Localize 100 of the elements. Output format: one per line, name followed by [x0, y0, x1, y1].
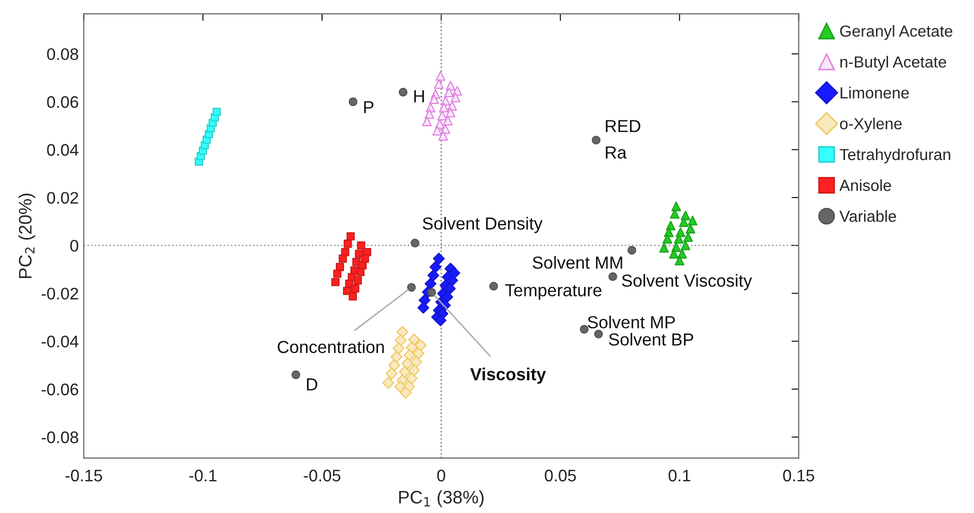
annotation: Solvent Density	[422, 216, 543, 234]
y-tick-label: -0.08	[42, 431, 78, 444]
point	[438, 130, 448, 141]
point	[683, 232, 693, 242]
annotation: RED	[606, 120, 640, 132]
annotation: D	[307, 378, 318, 390]
point	[580, 324, 589, 334]
point	[436, 71, 446, 81]
x-tick-label: -0.15	[66, 470, 102, 482]
point	[382, 376, 394, 389]
point	[678, 217, 689, 228]
annotation: Solvent BP	[609, 332, 694, 346]
point	[450, 92, 460, 102]
point	[427, 269, 440, 282]
point	[446, 108, 456, 118]
y-tick-label: 0.04	[47, 144, 78, 156]
y-axis-title: PC$_{2}$ (20%)	[18, 194, 36, 278]
legend-label: Geranyl Acetate	[840, 25, 952, 40]
point	[401, 358, 414, 370]
point	[331, 278, 340, 286]
annotation: H	[414, 90, 424, 102]
point	[348, 97, 358, 106]
point	[408, 364, 420, 376]
y-tick-label: -0.02	[42, 288, 78, 300]
point	[407, 282, 416, 292]
point	[398, 88, 408, 97]
point	[346, 232, 355, 240]
point	[443, 116, 453, 126]
annotation: Solvent Viscosity	[622, 274, 752, 290]
point	[671, 202, 682, 212]
point	[412, 348, 424, 360]
point	[444, 88, 454, 98]
point	[441, 290, 454, 303]
x-tick-label: -0.1	[189, 470, 216, 482]
point	[594, 330, 603, 338]
point	[432, 126, 442, 136]
point	[408, 334, 420, 346]
y-tick-label: 0.02	[47, 192, 78, 204]
point	[212, 108, 221, 116]
point	[333, 270, 342, 278]
point	[430, 261, 442, 273]
legend-label: Limonene	[840, 86, 909, 98]
point	[432, 252, 445, 265]
point	[406, 372, 418, 384]
point	[338, 254, 347, 263]
annotation: Ra	[606, 146, 627, 159]
point	[386, 368, 398, 380]
point	[417, 302, 430, 314]
point	[291, 370, 300, 380]
point	[427, 288, 436, 297]
y-tick-label: 0.08	[47, 48, 78, 60]
x-tick-label: 0.15	[783, 470, 814, 482]
point	[344, 240, 352, 248]
y-tick-label: 0.06	[47, 96, 78, 108]
point	[662, 234, 672, 244]
annotation: P	[364, 101, 374, 114]
point	[410, 356, 422, 368]
point	[390, 350, 402, 363]
point	[592, 136, 600, 144]
point	[422, 116, 432, 126]
legend-label: Anisole	[839, 179, 892, 192]
point	[398, 366, 411, 378]
point	[400, 386, 412, 399]
point	[392, 342, 404, 354]
point	[434, 79, 444, 89]
x-tick-label: 0	[437, 470, 446, 482]
x-tick-label: 0.05	[544, 470, 576, 482]
point	[686, 224, 696, 234]
x-tick-label: -0.05	[304, 470, 340, 482]
point	[659, 243, 669, 253]
point	[608, 272, 618, 281]
point	[351, 284, 360, 293]
y-tick-label: -0.06	[42, 384, 78, 396]
point	[429, 94, 439, 104]
annotation: Concentration	[278, 340, 384, 354]
point	[674, 234, 684, 244]
annotation: Solvent MM	[532, 256, 622, 269]
y-tick-label: -0.04	[42, 336, 78, 348]
x-tick-label: 0.1	[668, 470, 690, 482]
point	[348, 292, 357, 301]
point	[424, 109, 434, 119]
point	[394, 334, 407, 346]
point	[354, 250, 364, 258]
legend-label: o-Xylene	[840, 118, 902, 133]
point	[688, 216, 698, 226]
point	[444, 282, 456, 294]
x-axis-title: PC$_{1}$ (38%)	[399, 490, 484, 508]
point	[674, 256, 684, 266]
point	[489, 282, 498, 291]
point	[396, 326, 408, 338]
annotation: Temperature	[505, 284, 602, 300]
point	[446, 274, 458, 286]
legend-label: n-Butyl Acetate	[840, 56, 946, 71]
point	[668, 248, 679, 259]
point	[437, 110, 448, 120]
point	[424, 278, 436, 290]
point	[388, 359, 400, 372]
point	[680, 240, 690, 250]
point	[434, 314, 446, 326]
annotation: Solvent MP	[588, 316, 675, 328]
